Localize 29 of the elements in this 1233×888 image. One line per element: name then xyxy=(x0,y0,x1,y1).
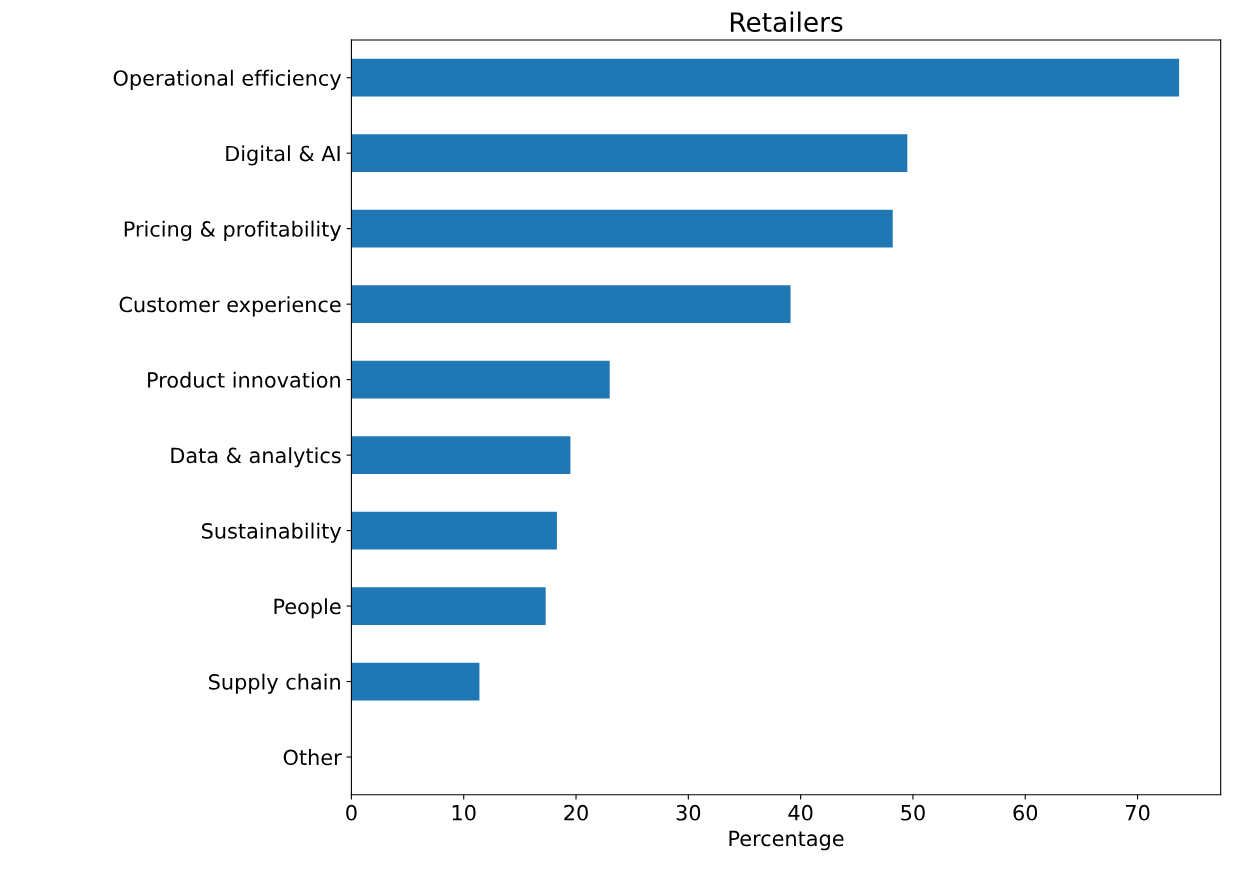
y-tick-label: Customer experience xyxy=(119,296,341,317)
bar xyxy=(351,58,1180,97)
y-tick-label: Sustainability xyxy=(202,522,342,543)
x-tick-label: 0 xyxy=(346,804,357,821)
bar xyxy=(351,662,480,701)
x-tick-label: 40 xyxy=(788,804,813,821)
chart-title: Retailers xyxy=(730,11,843,32)
x-axis-title: Percentage xyxy=(729,830,844,851)
x-tick-label: 20 xyxy=(564,804,588,821)
y-tick-label: Other xyxy=(283,749,342,766)
x-tick-label: 30 xyxy=(676,804,701,821)
bar xyxy=(351,360,610,399)
x-tick-label: 10 xyxy=(452,804,476,821)
bar xyxy=(351,134,908,173)
y-tick-label: Supply chain xyxy=(209,673,340,694)
y-tick-label: Data & analytics xyxy=(171,447,341,468)
y-tick-label: Pricing & profitability xyxy=(124,220,342,241)
bar xyxy=(351,436,571,474)
bar xyxy=(351,285,791,324)
y-tick-label: People xyxy=(274,598,341,619)
bar xyxy=(351,209,893,248)
x-tick-label: 70 xyxy=(1126,804,1150,821)
y-tick-label: Operational efficiency xyxy=(113,69,342,90)
bar xyxy=(351,587,546,625)
x-tick-label: 60 xyxy=(1013,804,1038,821)
bar xyxy=(351,511,557,550)
y-tick-label: Product innovation xyxy=(148,371,340,388)
x-tick-label: 50 xyxy=(901,804,925,821)
y-tick-label: Digital & AI xyxy=(226,145,340,166)
